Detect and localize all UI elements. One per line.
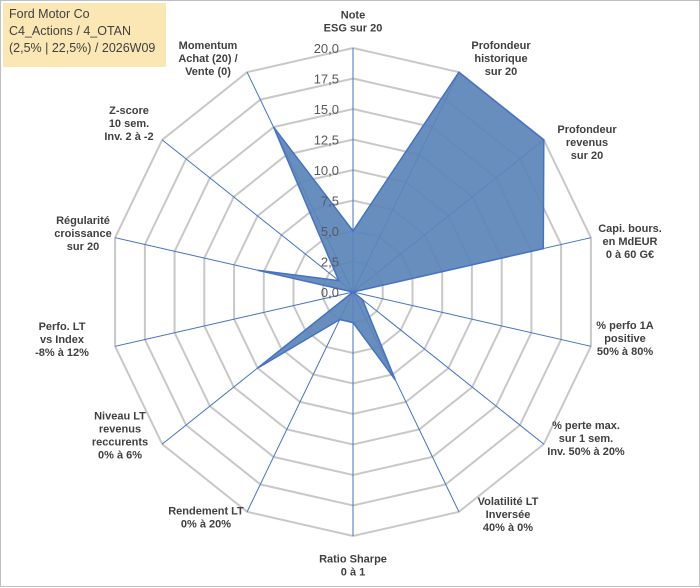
axis-label-0: Note ESG sur 20 bbox=[324, 10, 383, 35]
axis-label-4: % perfo 1A positive 50% à 80% bbox=[596, 320, 654, 358]
tick-label-8: 20,0 bbox=[314, 41, 339, 56]
axis-label-10: Perfo. LT vs Index -8% à 12% bbox=[35, 321, 89, 359]
axis-labels: Note ESG sur 20 Profondeur historique sur 20… bbox=[35, 10, 662, 579]
tick-label-0: 0,0 bbox=[321, 285, 339, 300]
axis-label-13: Momentum Achat (20) / Vente (0) bbox=[178, 40, 237, 78]
tick-label-6: 15,0 bbox=[314, 102, 339, 117]
spoke-8 bbox=[246, 291, 354, 513]
series-area bbox=[257, 71, 545, 381]
chart-title-box: Ford Motor Co C4_Actions / 4_OTAN (2,5% … bbox=[3, 3, 166, 67]
axis-label-9: Niveau LT revenus reccurents 0% à 6% bbox=[92, 411, 148, 462]
axis-label-3: Capi. bours. en MdEUR 0 à 60 G€ bbox=[598, 223, 662, 261]
spoke-4 bbox=[352, 291, 592, 347]
tick-label-1: 2,5 bbox=[321, 255, 339, 270]
title-line-1: Ford Motor Co bbox=[9, 7, 90, 21]
tick-label-3: 7,5 bbox=[321, 194, 339, 209]
axis-label-12: Z-score 10 sem. Inv. 2 à -2 bbox=[104, 105, 153, 143]
radial-tick-labels: 0,0 2,5 5,0 7,5 10,0 12,5 15,0 17,5 20,0 bbox=[314, 41, 339, 300]
spoke-10 bbox=[114, 291, 354, 347]
axis-label-2: Profondeur revenus sur 20 bbox=[557, 124, 617, 162]
tick-label-7: 17,5 bbox=[314, 72, 339, 87]
axis-label-11: Régularité croissance sur 20 bbox=[54, 215, 111, 253]
axis-label-5: % perte max. sur 1 sem. Inv. 50% à 20% bbox=[547, 420, 625, 458]
spoke-5 bbox=[352, 291, 545, 445]
axis-label-8: Rendement LT 0% à 20% bbox=[168, 506, 244, 531]
tick-label-5: 12,5 bbox=[314, 133, 339, 148]
axis-label-6: Volatilité LT Inversée 40% à 0% bbox=[478, 496, 539, 534]
spoke-12 bbox=[161, 139, 354, 293]
title-line-3: (2,5% | 22,5%) / 2026W09 bbox=[9, 41, 156, 55]
tick-label-4: 10,0 bbox=[314, 163, 339, 178]
title-line-2: C4_Actions / 4_OTAN bbox=[9, 24, 132, 38]
axis-label-1: Profondeur historique sur 20 bbox=[471, 40, 531, 78]
radar-series bbox=[257, 71, 545, 381]
axis-label-7: Ratio Sharpe 0 à 1 bbox=[319, 554, 387, 579]
tick-label-2: 5,0 bbox=[321, 224, 339, 239]
